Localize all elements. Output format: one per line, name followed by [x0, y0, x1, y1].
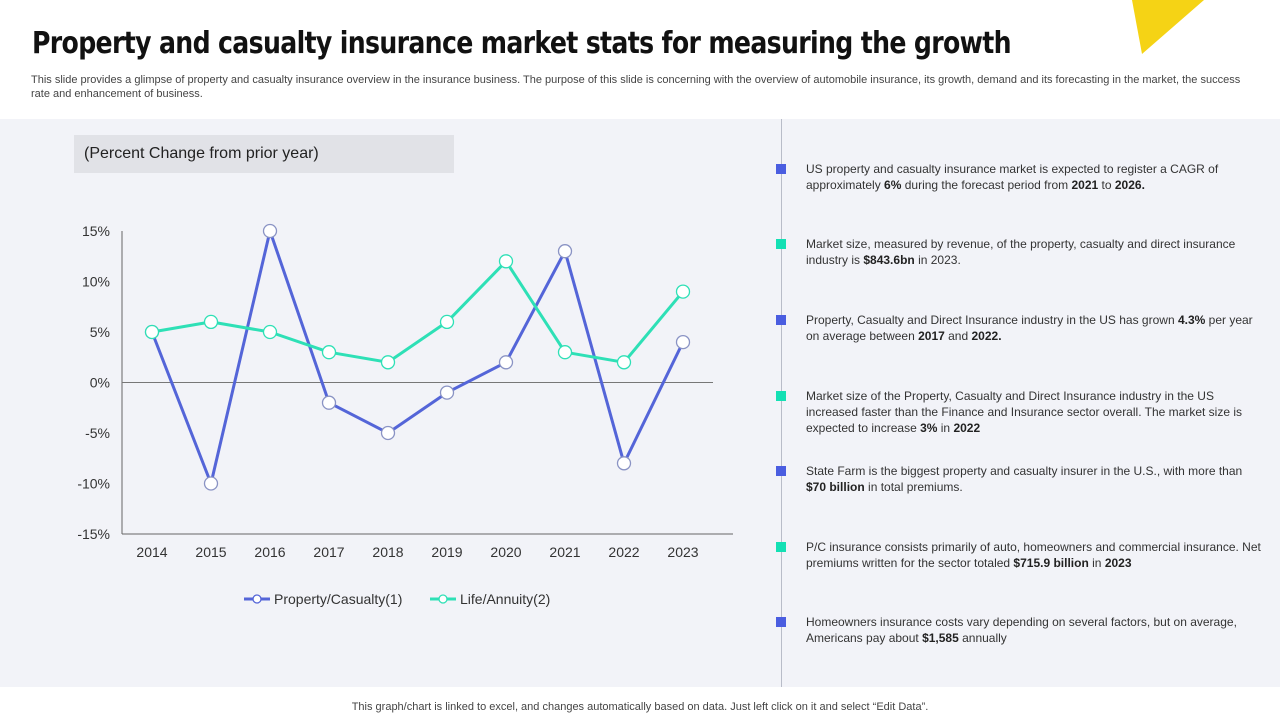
bullet-text-run: in 2023.: [914, 253, 961, 267]
data-point-life-annuity: [321, 345, 337, 360]
y-tick-label: -10%: [77, 476, 110, 492]
x-tick-label: 2014: [136, 544, 167, 560]
bullet-highlight: 3%: [920, 421, 938, 435]
line-chart[interactable]: 15% 10% 5% 0% -5% -10% -15% 2014 2015 2016 2017 201…: [0, 0, 780, 690]
legend-marker-property-casualty: [252, 594, 262, 604]
data-point-property-casualty: [675, 334, 691, 350]
bullet-text-run: State Farm is the biggest property and c…: [806, 464, 1243, 478]
bullet-text-run: to: [1098, 178, 1115, 192]
page-subtitle: This slide provides a glimpse of propert…: [31, 74, 1241, 100]
bullet-text-run: and: [944, 329, 972, 343]
bullet-square-icon: [776, 617, 786, 627]
data-point-life-annuity: [144, 324, 160, 340]
y-tick-label: 10%: [82, 274, 110, 290]
bullet-text: US property and casualty insurance marke…: [806, 161, 1261, 193]
bullet-text-run: Market size, measured by revenue, of the…: [806, 237, 1236, 267]
y-tick-label: 0%: [90, 375, 110, 391]
bullet-text: P/C insurance consists primarily of auto…: [806, 539, 1261, 571]
bullet-highlight: $1,585: [922, 631, 959, 645]
page-title: Property and casualty insurance market s…: [32, 26, 1012, 61]
bullet-square-icon: [776, 164, 786, 174]
data-point-life-annuity: [380, 355, 396, 370]
x-tick-label: 2016: [254, 544, 285, 560]
x-tick-label: 2021: [549, 544, 580, 560]
bullet-text-run: Market size of the Property, Casualty an…: [806, 389, 1243, 435]
bullet-text-run: Homeowners insurance costs vary dependin…: [806, 615, 1237, 645]
bullet-highlight: $70 billion: [806, 480, 865, 494]
bullet-text-run: annually: [958, 631, 1007, 645]
bullet-square-icon: [776, 542, 786, 552]
bullet-text-run: in: [1088, 556, 1105, 570]
bullet-text-run: per year on average between: [806, 313, 1253, 343]
bullet-text: Market size, measured by revenue, of the…: [806, 236, 1261, 268]
bullet-highlight: 2022.: [971, 329, 1002, 343]
x-tick-label: 2020: [490, 544, 521, 560]
data-point-life-annuity: [498, 254, 514, 269]
bullet-highlight: 4.3%: [1177, 313, 1206, 327]
data-point-property-casualty: [439, 385, 455, 400]
bullet-highlight: 2023: [1104, 556, 1132, 570]
chart-heading: (Percent Change from prior year): [74, 135, 454, 173]
series-line-life-annuity: [151, 259, 685, 364]
bullet-text-run: P/C insurance consists primarily of auto…: [806, 540, 1261, 570]
y-tick-label: 5%: [90, 324, 110, 340]
bullet-text: Market size of the Property, Casualty an…: [806, 388, 1261, 436]
data-point-life-annuity: [439, 314, 455, 330]
x-tick-label: 2022: [608, 544, 639, 560]
yellow-corner-shape: [1132, 0, 1204, 54]
data-point-property-casualty: [321, 395, 337, 410]
x-tick-label: 2023: [667, 544, 698, 560]
data-point-life-annuity: [675, 284, 691, 299]
bullet-square-icon: [776, 239, 786, 249]
y-tick-label: 15%: [82, 223, 110, 239]
content-panel: [0, 119, 1280, 687]
data-point-property-casualty: [203, 476, 219, 491]
x-tick-label: 2019: [431, 544, 462, 560]
y-tick-label: -15%: [77, 526, 110, 542]
data-point-property-casualty: [557, 244, 573, 259]
bullet-highlight: $843.6bn: [863, 253, 915, 267]
bullet-text: Property, Casualty and Direct Insurance …: [806, 312, 1261, 344]
bullet-text: State Farm is the biggest property and c…: [806, 463, 1261, 495]
data-point-property-casualty: [380, 425, 396, 441]
data-point-life-annuity: [262, 324, 278, 340]
x-tick-label: 2018: [372, 544, 403, 560]
legend-marker-life-annuity: [438, 594, 448, 604]
bullet-text-run: during the forecast period from: [901, 178, 1072, 192]
bullet-square-icon: [776, 315, 786, 325]
data-point-property-casualty: [262, 223, 278, 239]
vertical-divider: [781, 119, 782, 687]
footer-note: This graph/chart is linked to excel, and…: [351, 701, 929, 713]
bullet-text-run: in total premiums.: [864, 480, 963, 494]
bullet-square-icon: [776, 391, 786, 401]
bullet-highlight: 2022: [953, 421, 981, 435]
bullet-highlight: $715.9 billion: [1013, 556, 1089, 570]
bullet-highlight: 2026.: [1114, 178, 1145, 192]
bullet-text: Homeowners insurance costs vary dependin…: [806, 614, 1261, 646]
bullet-text-run: US property and casualty insurance marke…: [806, 162, 1219, 192]
data-point-property-casualty: [616, 456, 632, 471]
x-tick-label: 2015: [195, 544, 226, 560]
data-point-life-annuity: [557, 345, 573, 360]
bullet-text-run: in: [937, 421, 954, 435]
bullet-highlight: 2017: [918, 329, 945, 343]
legend-label: Life/Annuity(2): [460, 591, 550, 607]
bullet-text-run: Property, Casualty and Direct Insurance …: [806, 313, 1178, 327]
x-tick-label: 2017: [313, 544, 344, 560]
data-point-life-annuity: [203, 314, 219, 330]
bullet-square-icon: [776, 466, 786, 476]
data-point-life-annuity: [616, 355, 632, 370]
legend-label: Property/Casualty(1): [274, 591, 402, 607]
y-tick-label: -5%: [85, 425, 110, 441]
data-point-property-casualty: [498, 355, 514, 370]
bullet-highlight: 6%: [884, 178, 902, 192]
bullet-highlight: 2021: [1071, 178, 1099, 192]
